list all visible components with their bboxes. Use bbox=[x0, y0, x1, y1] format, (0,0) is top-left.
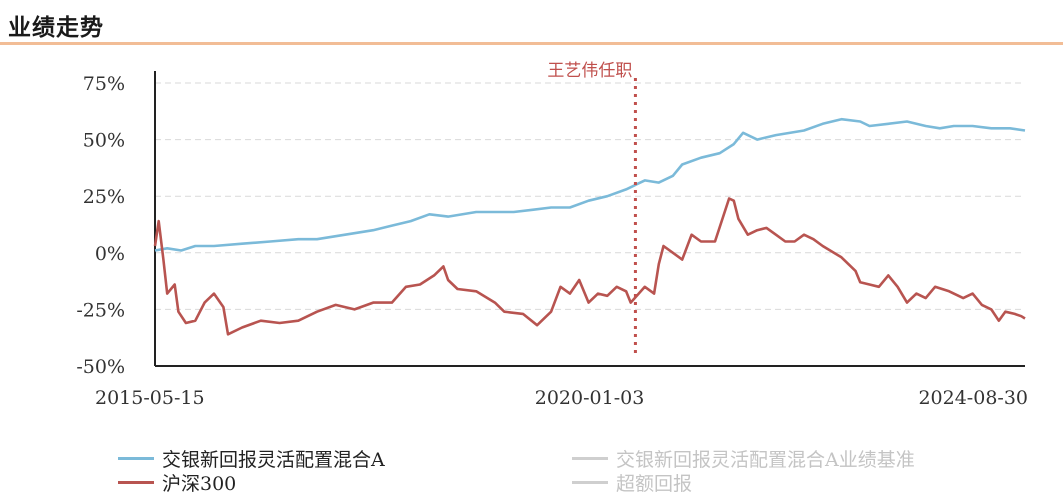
series-layer bbox=[153, 117, 1026, 336]
legend-label-excess: 超额回报 bbox=[616, 472, 693, 495]
y-tick-label: 50% bbox=[83, 130, 125, 152]
series-line-fund bbox=[154, 117, 1026, 252]
y-tick-label: -50% bbox=[76, 356, 125, 378]
legend-item-excess[interactable]: 超额回报 bbox=[572, 470, 693, 495]
y-tick-label: -25% bbox=[76, 299, 125, 321]
x-tick-label: 2015-05-15 bbox=[95, 387, 205, 409]
axis-layer: 75% 50% 25% 0% -25% -50% 2015-05-15 2020-01-03 2… bbox=[76, 71, 1028, 409]
legend-item-fund[interactable]: 交银新回报灵活配置混合A bbox=[118, 446, 385, 471]
legend-item-index[interactable]: 沪深300 bbox=[118, 470, 237, 495]
legend-swatch-benchmark bbox=[572, 456, 608, 460]
y-tick-label: 0% bbox=[95, 243, 125, 265]
page-title: 业绩走势 bbox=[8, 15, 104, 41]
legend-label-benchmark: 交银新回报灵活配置混合A业绩基准 bbox=[616, 448, 915, 471]
tenure-marker-label: 王艺伟任职 bbox=[547, 61, 632, 81]
legend-swatch-index bbox=[118, 480, 154, 484]
performance-chart: 75% 50% 25% 0% -25% -50% 2015-05-15 2020-01-03 2… bbox=[76, 61, 1028, 409]
series-line-index bbox=[153, 197, 1026, 336]
x-tick-label: 2024-08-30 bbox=[918, 387, 1028, 409]
y-tick-label: 75% bbox=[83, 73, 125, 95]
x-tick-label: 2020-01-03 bbox=[535, 387, 645, 409]
y-tick-label: 25% bbox=[83, 186, 125, 208]
legend-swatch-excess bbox=[572, 480, 608, 484]
legend-label-index: 沪深300 bbox=[162, 472, 237, 495]
legend-item-benchmark[interactable]: 交银新回报灵活配置混合A业绩基准 bbox=[572, 446, 915, 471]
title-divider bbox=[0, 42, 1063, 45]
grid-layer bbox=[155, 82, 1025, 310]
annotation-layer: 王艺伟任职 bbox=[547, 61, 637, 356]
legend-swatch-fund bbox=[118, 456, 154, 460]
legend-label-fund: 交银新回报灵活配置混合A bbox=[162, 448, 385, 471]
